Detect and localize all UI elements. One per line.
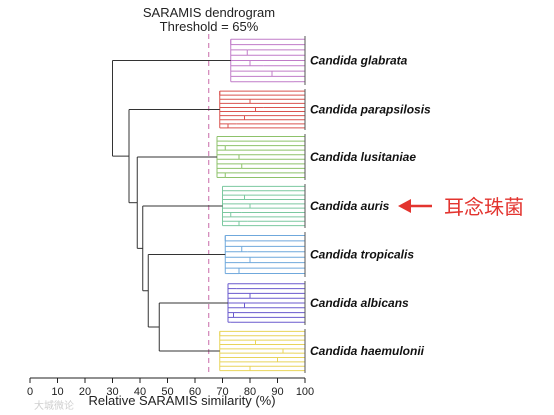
join-node (128, 109, 220, 204)
x-tick-label: 80 (244, 386, 256, 398)
cluster-candida-parapsilosis (219, 89, 306, 130)
dendrogram-tree (112, 36, 306, 373)
join-node (142, 205, 223, 292)
cluster-candida-glabrata (230, 36, 306, 85)
watermark: 大城微论 (34, 399, 74, 412)
cluster-label: Candida glabrata (310, 54, 408, 68)
cluster-label: Candida haemulonii (310, 344, 425, 358)
join-node (112, 60, 231, 157)
x-tick-label: 50 (161, 386, 173, 398)
cluster-label: Candida lusitaniae (310, 150, 416, 164)
x-tick-label: 60 (189, 386, 201, 398)
cluster-label: Candida auris (310, 199, 390, 213)
cluster-labels: Candida glabrata Candida parapsilosis Cand… (310, 54, 431, 359)
join-node (136, 156, 217, 249)
annotation-arrowhead-icon (398, 199, 411, 213)
x-tick-label: 100 (296, 386, 314, 398)
x-tick-label: 20 (79, 386, 91, 398)
cluster-label: Candida tropicalis (310, 248, 414, 262)
cluster-label: Candida albicans (310, 296, 409, 310)
cluster-candida-auris (222, 184, 306, 228)
chart-title: SARAMIS dendrogram (143, 5, 275, 20)
x-tick-label: 90 (271, 386, 283, 398)
x-tick-label: 40 (134, 386, 146, 398)
cluster-candida-albicans (227, 281, 306, 325)
cluster-candida-tropicalis (224, 232, 306, 277)
x-axis: 0 10 20 30 40 50 60 70 80 90 100 (27, 377, 314, 398)
x-axis-label: Relative SARAMIS similarity (%) (88, 393, 275, 408)
candida-auris-annotation: 耳念珠菌 (398, 195, 524, 219)
threshold-label: Threshold = 65% (160, 19, 259, 34)
annotation-text: 耳念珠菌 (444, 195, 524, 219)
cluster-candida-haemulonii (219, 329, 306, 373)
cluster-label: Candida parapsilosis (310, 103, 431, 117)
x-tick-label: 0 (27, 386, 33, 398)
x-tick-label: 30 (106, 386, 118, 398)
join-node (158, 302, 228, 352)
join-node (147, 254, 226, 328)
cluster-candida-lusitaniae (216, 134, 306, 180)
x-tick-label: 10 (51, 386, 63, 398)
x-tick-label: 70 (216, 386, 228, 398)
